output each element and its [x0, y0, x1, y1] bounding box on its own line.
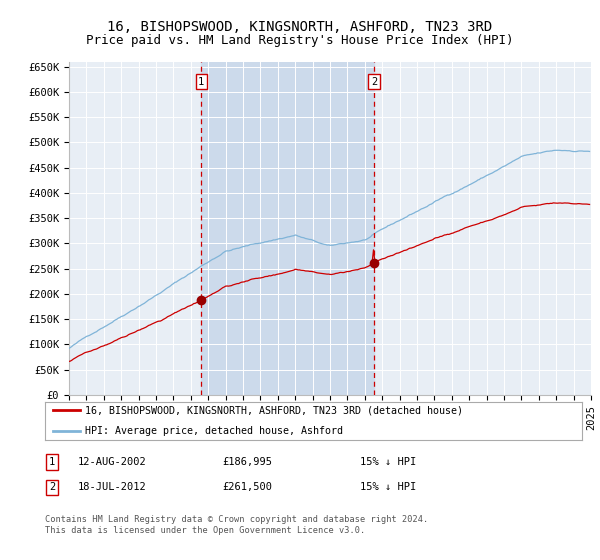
Bar [201, 62, 374, 395]
Text: 16, BISHOPSWOOD, KINGSNORTH, ASHFORD, TN23 3RD (detached house): 16, BISHOPSWOOD, KINGSNORTH, ASHFORD, TN… [85, 405, 463, 416]
Text: 1: 1 [49, 457, 55, 467]
Text: £186,995: £186,995 [222, 457, 272, 467]
Text: 18-JUL-2012: 18-JUL-2012 [78, 482, 147, 492]
Text: Price paid vs. HM Land Registry's House Price Index (HPI): Price paid vs. HM Land Registry's House … [86, 34, 514, 46]
Text: 2: 2 [49, 482, 55, 492]
Text: £261,500: £261,500 [222, 482, 272, 492]
Text: 2: 2 [371, 77, 377, 87]
Text: 12-AUG-2002: 12-AUG-2002 [78, 457, 147, 467]
Text: 1: 1 [198, 77, 205, 87]
Text: 15% ↓ HPI: 15% ↓ HPI [360, 482, 416, 492]
Text: 16, BISHOPSWOOD, KINGSNORTH, ASHFORD, TN23 3RD: 16, BISHOPSWOOD, KINGSNORTH, ASHFORD, TN… [107, 20, 493, 34]
Text: Contains HM Land Registry data © Crown copyright and database right 2024.
This d: Contains HM Land Registry data © Crown c… [45, 515, 428, 535]
Text: 15% ↓ HPI: 15% ↓ HPI [360, 457, 416, 467]
Text: HPI: Average price, detached house, Ashford: HPI: Average price, detached house, Ashf… [85, 426, 343, 436]
